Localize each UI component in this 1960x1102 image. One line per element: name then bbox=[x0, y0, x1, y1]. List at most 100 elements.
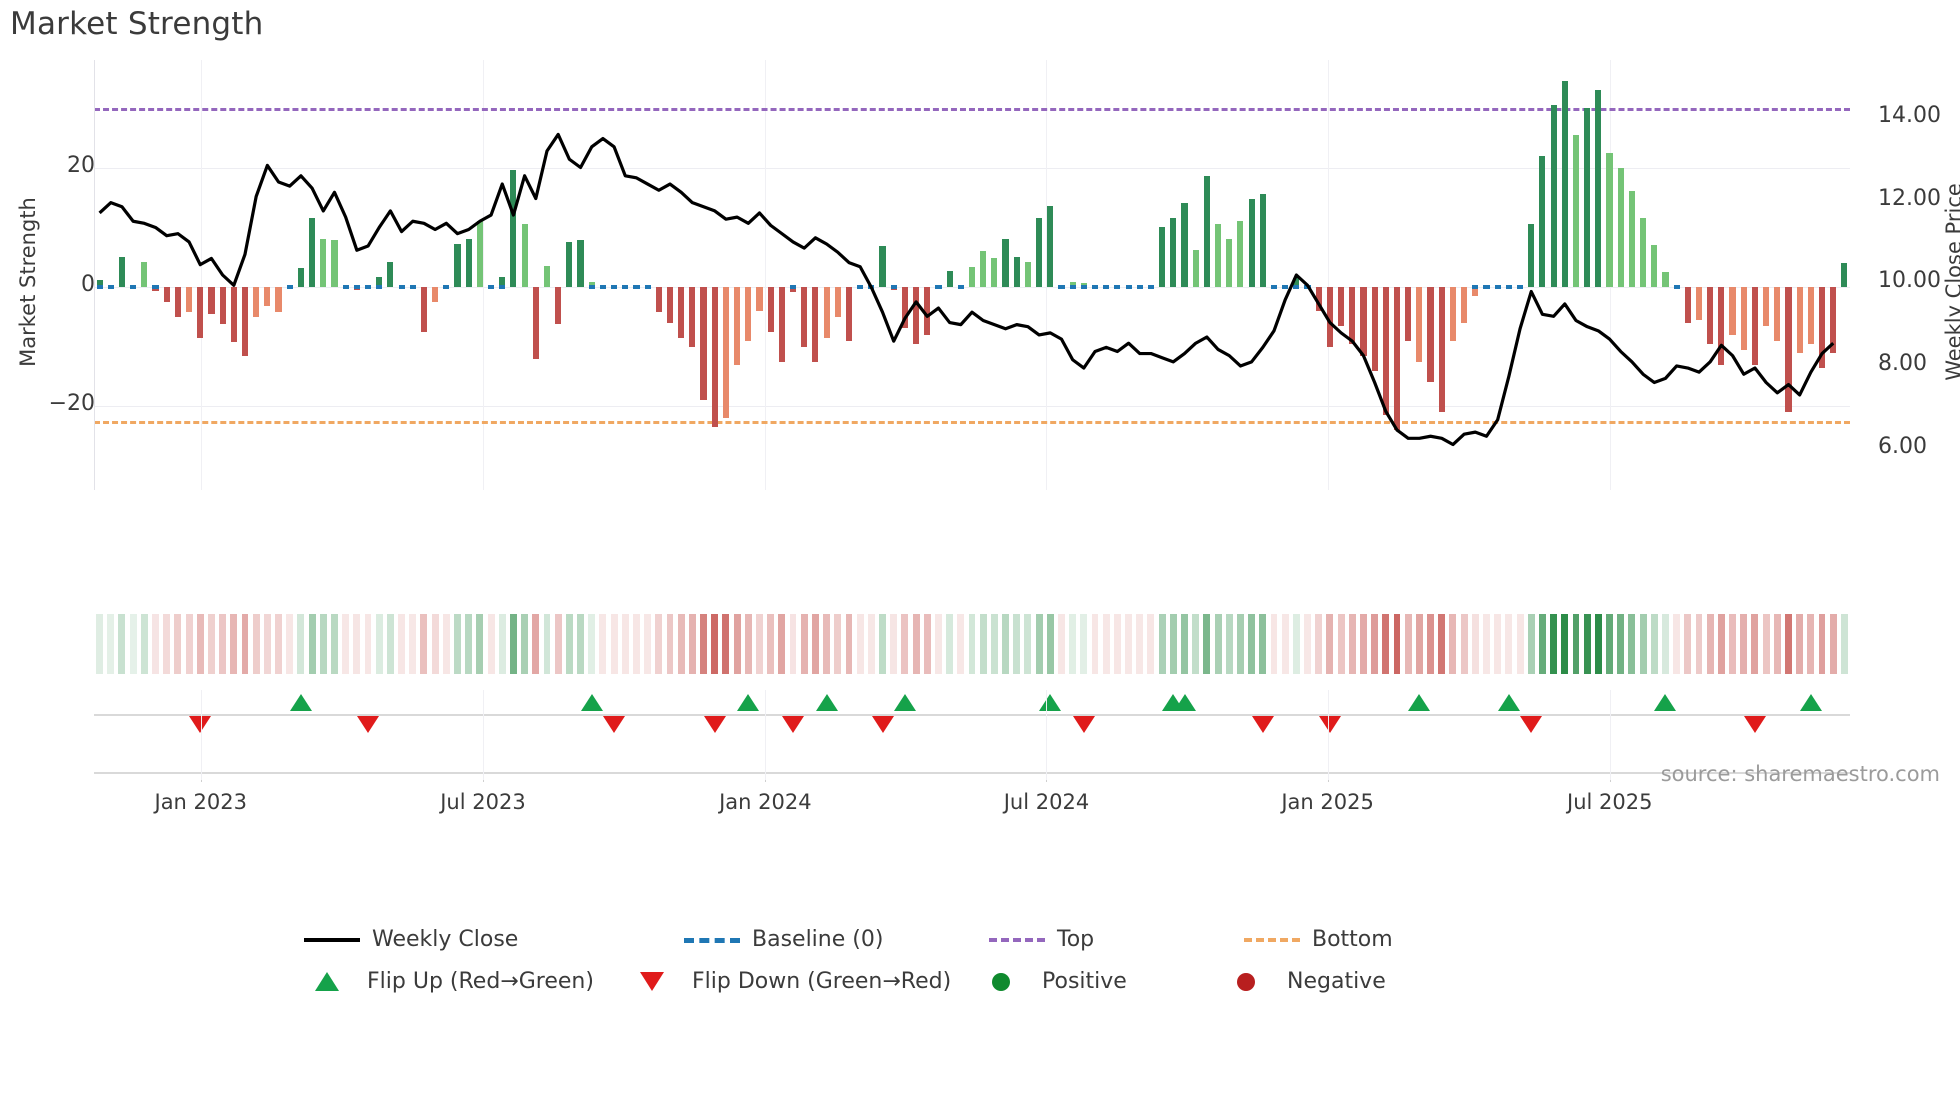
strength-bar bbox=[241, 286, 249, 356]
strength-bar bbox=[219, 286, 226, 324]
strength-bar bbox=[1796, 286, 1803, 353]
heatmap-cell bbox=[957, 614, 965, 674]
legend-item-2-1[interactable]: Flip Down (Green→Red) bbox=[624, 960, 951, 1002]
strength-bar bbox=[420, 286, 427, 332]
circle-icon bbox=[1237, 973, 1255, 991]
heatmap-cell bbox=[923, 614, 931, 674]
heatmap-cell bbox=[420, 614, 428, 674]
heatmap-cell bbox=[163, 614, 171, 674]
legend-item-1-0[interactable]: Weekly Close bbox=[304, 918, 518, 960]
heatmap-cell bbox=[946, 614, 954, 674]
strength-bar bbox=[1684, 286, 1691, 323]
heatmap-cell bbox=[398, 614, 406, 674]
heatmap-cell bbox=[1427, 614, 1435, 674]
strength-bar bbox=[1550, 104, 1557, 287]
heatmap-cell bbox=[1024, 614, 1032, 674]
heatmap-cell bbox=[543, 614, 551, 674]
x-tick-label-1: Jul 2023 bbox=[440, 790, 526, 814]
legend-item-1-2[interactable]: Top bbox=[989, 918, 1094, 960]
heatmap-cell bbox=[778, 614, 786, 674]
strength-bar bbox=[185, 286, 193, 313]
strength-bar bbox=[1427, 286, 1434, 383]
flip-up-marker bbox=[1799, 694, 1822, 711]
strength-bar bbox=[1751, 286, 1758, 365]
heatmap-cell bbox=[1013, 614, 1021, 674]
triangle-down-icon bbox=[640, 972, 664, 991]
baseline-segment bbox=[499, 284, 506, 289]
strength-bar bbox=[1024, 261, 1031, 287]
strength-bar bbox=[1617, 167, 1624, 287]
heatmap-cell bbox=[1650, 614, 1658, 674]
heatmap-cell bbox=[498, 614, 506, 674]
flip-down-marker bbox=[189, 716, 212, 733]
heatmap-cell bbox=[1348, 614, 1356, 674]
main-plot-area bbox=[94, 60, 1850, 490]
flip-up-marker bbox=[1039, 694, 1062, 711]
strength-bar bbox=[543, 266, 551, 287]
strength-bar bbox=[1326, 286, 1333, 347]
heatmap-cell bbox=[1404, 614, 1412, 674]
strength-bar bbox=[1841, 263, 1848, 287]
strength-bar bbox=[1774, 286, 1781, 341]
flip-up-marker bbox=[815, 694, 838, 711]
chart-legend: Weekly Close Baseline (0) Top Bottom Flip U… bbox=[94, 918, 1850, 1002]
heatmap-cell bbox=[565, 614, 573, 674]
heatmap-cell bbox=[1415, 614, 1423, 674]
baseline-segment bbox=[1304, 284, 1311, 289]
heatmap-cell bbox=[677, 614, 685, 674]
bottom-reference-line bbox=[94, 421, 1850, 425]
heatmap-cell bbox=[1762, 614, 1770, 674]
legend-label: Top bbox=[1057, 926, 1095, 952]
baseline-segment bbox=[1125, 284, 1132, 289]
heatmap-cell bbox=[1729, 614, 1736, 674]
baseline-segment bbox=[398, 284, 405, 289]
heatmap-cell bbox=[1203, 614, 1211, 674]
heatmap-cell bbox=[934, 614, 942, 674]
strength-bar bbox=[1438, 286, 1445, 413]
heatmap-cell bbox=[107, 614, 115, 674]
heatmap-cell bbox=[1091, 614, 1099, 674]
triangle-down-swatch-icon bbox=[624, 970, 680, 992]
heatmap-cell bbox=[1785, 614, 1792, 674]
strength-bar bbox=[745, 286, 752, 341]
flip-down-marker bbox=[1251, 716, 1274, 733]
gridline-x-0 bbox=[200, 60, 202, 490]
strength-heatmap-strip bbox=[94, 610, 1850, 678]
legend-item-1-1[interactable]: Baseline (0) bbox=[684, 918, 883, 960]
heatmap-cell bbox=[867, 614, 875, 674]
dashed-line-icon bbox=[684, 938, 740, 943]
y-axis-left-label: Market Strength bbox=[16, 197, 40, 367]
top-reference-line bbox=[94, 107, 1850, 111]
baseline-segment bbox=[1147, 284, 1155, 289]
heatmap-cell bbox=[845, 614, 853, 674]
baseline-segment bbox=[588, 284, 595, 289]
heatmap-cell bbox=[666, 614, 674, 674]
y-tick-left-1: 0 bbox=[81, 271, 95, 297]
heatmap-cell bbox=[1326, 614, 1334, 674]
heatmap-cell bbox=[241, 614, 249, 674]
heatmap-cell bbox=[465, 614, 473, 674]
legend-item-2-0[interactable]: Flip Up (Red→Green) bbox=[299, 960, 594, 1002]
y-axis-right-label: Weekly Close Price bbox=[1942, 183, 1960, 381]
baseline-segment bbox=[644, 284, 651, 289]
heatmap-cell bbox=[1393, 614, 1401, 674]
x-guide-4 bbox=[1327, 690, 1329, 780]
heatmap-cell bbox=[1606, 614, 1613, 674]
strength-bar bbox=[387, 261, 394, 287]
strength-bar bbox=[1718, 286, 1725, 365]
flip-down-marker bbox=[1072, 716, 1095, 733]
baseline-segment bbox=[1282, 284, 1289, 289]
x-tick-label-4: Jan 2025 bbox=[1281, 790, 1374, 814]
legend-item-1-3[interactable]: Bottom bbox=[1244, 918, 1393, 960]
heatmap-cell bbox=[811, 614, 819, 674]
strength-bar bbox=[1662, 272, 1669, 287]
x-tick-label-2: Jan 2024 bbox=[719, 790, 812, 814]
heatmap-cell bbox=[219, 614, 227, 674]
strength-bar bbox=[1606, 152, 1613, 287]
legend-item-2-2[interactable]: Positive bbox=[974, 960, 1127, 1002]
strength-bar bbox=[823, 286, 830, 338]
heatmap-cell bbox=[297, 614, 305, 674]
gridline-x-4 bbox=[1327, 60, 1329, 490]
heatmap-cell bbox=[331, 614, 338, 674]
legend-item-2-3[interactable]: Negative bbox=[1219, 960, 1386, 1002]
